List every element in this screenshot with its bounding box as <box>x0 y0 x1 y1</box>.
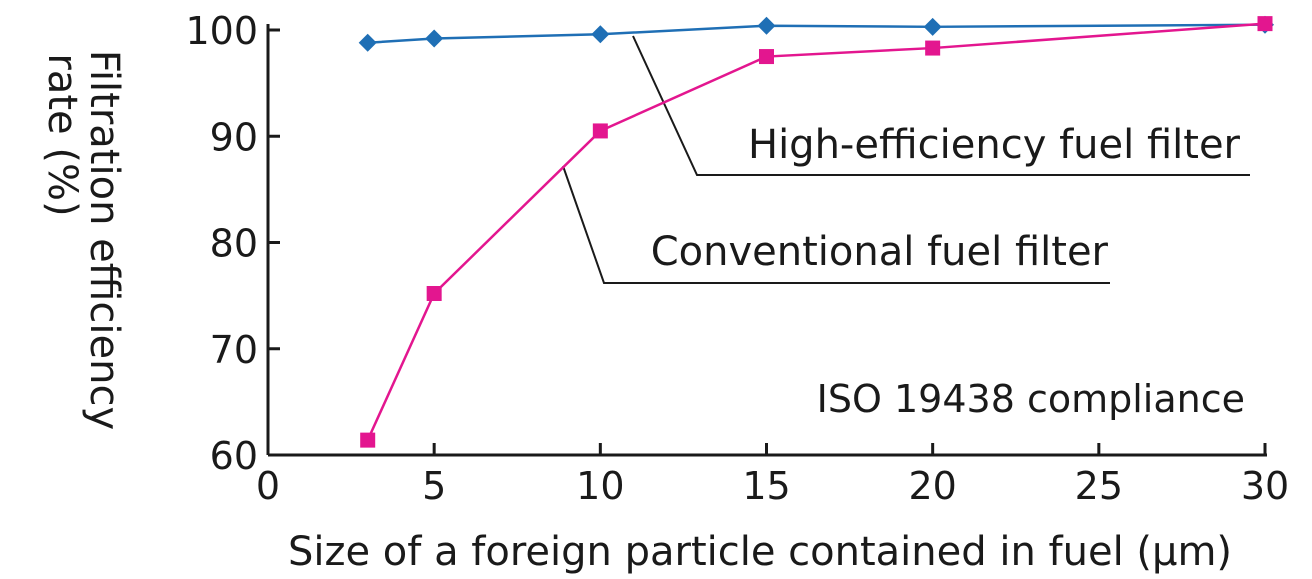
data-point-square <box>360 432 376 448</box>
series-label-conventional: Conventional fuel filter <box>651 229 1109 275</box>
data-point-diamond <box>591 25 610 44</box>
y-tick-label: 60 <box>210 434 258 478</box>
series-label-high-efficiency: High-efficiency fuel filter <box>748 122 1241 168</box>
y-axis-title: Filtration efficiency rate (%) <box>39 50 127 430</box>
y-axis-ticks: 60 70 80 90 100 <box>185 9 280 478</box>
x-tick-label: 15 <box>742 464 790 508</box>
data-point-square <box>925 40 941 56</box>
x-axis-ticks: 0 5 10 15 20 25 30 <box>256 443 1289 508</box>
data-point-diamond <box>923 17 942 36</box>
data-point-diamond <box>358 33 377 52</box>
y-axis-title-line-1: Filtration efficiency <box>81 50 127 430</box>
data-point-square <box>1257 16 1273 32</box>
x-tick-label: 10 <box>576 464 624 508</box>
y-tick-label: 100 <box>185 9 258 53</box>
series-line-0 <box>367 23 1266 44</box>
series-line-1 <box>366 22 1266 441</box>
series-group <box>358 15 1274 448</box>
iso-compliance-annotation: ISO 19438 compliance <box>817 377 1245 421</box>
y-axis-title-line-2: rate (%) <box>39 53 85 216</box>
y-tick-label: 70 <box>210 328 258 372</box>
data-point-square <box>592 123 608 139</box>
leader-conventional <box>562 165 1110 284</box>
x-tick-label: 20 <box>908 464 956 508</box>
x-tick-label: 0 <box>256 464 280 508</box>
data-point-square <box>426 286 442 301</box>
y-tick-label: 80 <box>210 222 258 266</box>
data-point-square <box>759 49 774 65</box>
x-tick-label: 25 <box>1075 464 1123 508</box>
data-point-diamond <box>425 29 444 48</box>
leader-high-efficiency <box>632 35 1250 176</box>
data-point-diamond <box>757 16 776 35</box>
y-tick-label: 90 <box>210 115 258 159</box>
x-tick-label: 30 <box>1241 464 1289 508</box>
x-tick-label: 5 <box>422 464 446 508</box>
x-axis-title: Size of a foreign particle contained in … <box>288 529 1232 575</box>
series-label-leaders <box>562 35 1250 284</box>
